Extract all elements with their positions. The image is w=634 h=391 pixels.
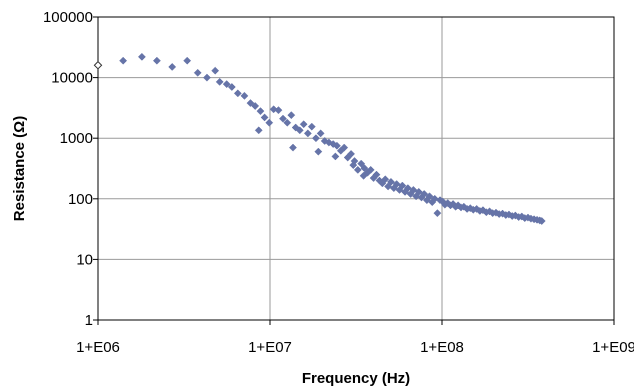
data-point <box>414 187 423 196</box>
data-point <box>360 164 369 173</box>
x-tick-label: 1+E06 <box>76 339 120 356</box>
data-point <box>353 165 362 174</box>
data-series <box>93 52 546 225</box>
data-point <box>425 192 434 201</box>
data-point <box>329 140 338 149</box>
data-point <box>366 165 375 174</box>
data-point <box>420 190 429 198</box>
data-point <box>211 66 220 75</box>
data-point <box>240 91 249 100</box>
data-point <box>256 107 265 116</box>
data-point <box>311 134 320 143</box>
plot-area-frame <box>97 16 615 321</box>
data-point <box>307 122 316 131</box>
data-point <box>295 126 304 135</box>
data-point <box>152 56 161 65</box>
data-point <box>246 99 255 108</box>
data-point <box>222 80 231 89</box>
data-point <box>387 177 395 186</box>
data-point <box>137 52 146 61</box>
data-point <box>331 152 340 161</box>
data-point <box>332 141 341 150</box>
y-axis-title: Resistance (Ω) <box>11 116 28 221</box>
data-point <box>324 138 333 147</box>
data-point <box>203 73 211 82</box>
tick-labels: 1+E06 1+E07 1+E08 1+E09 1 10 100 1000 10000 10000… <box>43 9 634 356</box>
data-point <box>398 181 407 190</box>
y-tick-label: 1 <box>85 312 93 329</box>
x-tick-label: 1+E09 <box>592 339 634 356</box>
data-point <box>392 180 401 189</box>
data-point <box>233 89 242 98</box>
data-point <box>433 209 442 218</box>
data-point <box>265 118 274 127</box>
data-point <box>289 143 297 152</box>
data-point <box>215 77 224 86</box>
y-tick-label: 1000 <box>60 130 93 147</box>
x-tick-label: 1+E08 <box>420 339 464 356</box>
gridlines <box>98 17 614 320</box>
data-point <box>168 62 177 71</box>
data-point <box>193 68 202 77</box>
data-point <box>283 118 292 127</box>
x-axis-title: Frequency (Hz) <box>302 370 410 387</box>
y-tick-label: 100 <box>68 191 93 208</box>
data-point <box>227 83 236 91</box>
data-point <box>303 129 312 138</box>
data-point <box>372 170 381 179</box>
y-tick-label: 100000 <box>43 9 93 26</box>
y-tick-label: 10 <box>76 251 93 268</box>
data-point <box>357 159 366 168</box>
data-point <box>381 175 390 184</box>
data-point <box>314 147 323 156</box>
data-point <box>459 202 468 211</box>
axis-ticks <box>93 16 615 325</box>
data-point <box>350 157 359 165</box>
x-tick-label: 1+E07 <box>248 339 292 356</box>
data-point <box>260 113 269 122</box>
data-point <box>347 149 356 158</box>
data-point <box>287 111 296 120</box>
data-point <box>409 185 418 194</box>
data-point <box>537 217 546 225</box>
data-point <box>251 102 260 110</box>
data-point <box>93 60 103 70</box>
data-point <box>274 106 283 115</box>
data-point <box>320 137 329 145</box>
data-point <box>291 123 300 132</box>
data-point <box>340 143 349 152</box>
data-point <box>299 120 308 129</box>
data-point <box>316 129 325 138</box>
data-point <box>254 126 263 135</box>
data-point <box>349 161 358 170</box>
data-point <box>279 114 287 123</box>
data-point <box>183 56 192 65</box>
data-point <box>119 56 128 65</box>
data-point <box>269 105 278 114</box>
y-tick-label: 10000 <box>51 70 93 87</box>
